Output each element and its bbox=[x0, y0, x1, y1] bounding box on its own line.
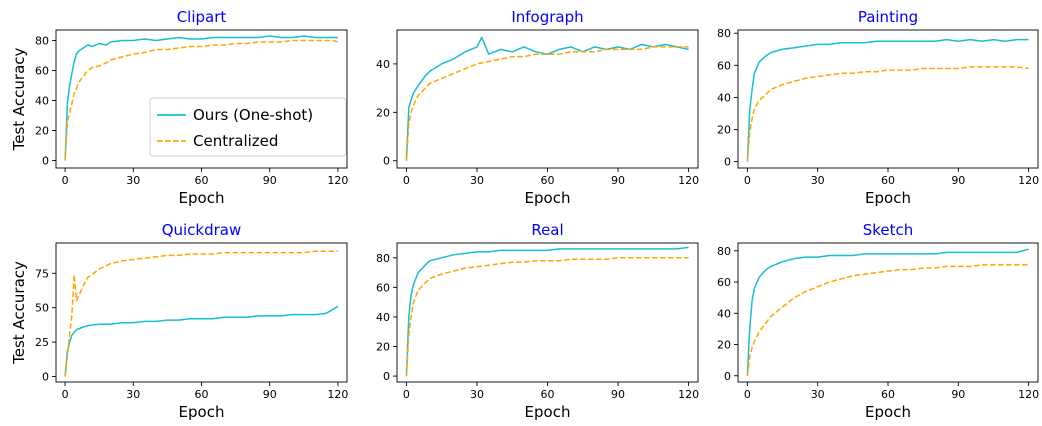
series-line-centralized bbox=[406, 258, 688, 376]
y-tick-label: 80 bbox=[376, 252, 390, 265]
x-tick-label: 60 bbox=[881, 388, 895, 401]
x-tick-label: 60 bbox=[195, 388, 209, 401]
panel-quickdraw: 0 30 60 90 120 0 25 50 75 Quickdraw Epoch Test Accu… bbox=[10, 221, 348, 421]
x-tick-label: 30 bbox=[470, 388, 484, 401]
x-tick-label: 30 bbox=[811, 388, 825, 401]
y-tick-label: 20 bbox=[717, 339, 731, 352]
x-tick-label: 120 bbox=[327, 174, 348, 187]
series-line-ours bbox=[406, 247, 688, 376]
x-axis-label: Epoch bbox=[525, 189, 571, 207]
series-line-centralized bbox=[747, 67, 1028, 162]
x-tick-label: 90 bbox=[951, 388, 965, 401]
x-axis-label: Epoch bbox=[865, 189, 911, 207]
y-tick-label: 20 bbox=[376, 106, 390, 119]
x-axis-label: Epoch bbox=[525, 403, 571, 421]
x-tick-label: 0 bbox=[62, 388, 69, 401]
panel-real: 0 30 60 90 120 0 20 40 60 80 Real Epoch bbox=[376, 221, 699, 421]
x-tick-label: 0 bbox=[403, 174, 410, 187]
series-line-centralized bbox=[747, 265, 1028, 376]
x-tick-label: 30 bbox=[811, 174, 825, 187]
series-line-ours bbox=[747, 249, 1028, 376]
x-axis-label: Epoch bbox=[179, 189, 225, 207]
panel-infograph: 0 30 60 90 120 0 20 40 Infograph Epoch bbox=[376, 8, 699, 207]
legend: Ours (One-shot) Centralized bbox=[150, 98, 346, 156]
legend-label-ours: Ours (One-shot) bbox=[193, 106, 313, 124]
x-tick-label: 120 bbox=[1018, 174, 1039, 187]
y-tick-label: 20 bbox=[376, 341, 390, 354]
y-tick-label: 0 bbox=[383, 155, 390, 168]
x-tick-label: 0 bbox=[403, 388, 410, 401]
y-axis-label: Test Accuracy bbox=[10, 261, 28, 365]
series-line-ours bbox=[406, 37, 688, 160]
y-tick-label: 0 bbox=[42, 370, 49, 383]
chart-title: Clipart bbox=[177, 8, 227, 26]
chart-title: Quickdraw bbox=[162, 221, 242, 239]
y-tick-label: 60 bbox=[717, 276, 731, 289]
y-tick-label: 20 bbox=[717, 123, 731, 136]
axes-frame bbox=[397, 30, 698, 168]
x-tick-label: 120 bbox=[678, 174, 699, 187]
panel-sketch: 0 30 60 90 120 0 20 40 60 80 Sketch Epoch bbox=[717, 221, 1039, 421]
y-tick-label: 75 bbox=[35, 267, 49, 280]
axes-frame bbox=[738, 30, 1038, 168]
y-axis-label: Test Accuracy bbox=[10, 47, 28, 151]
x-tick-label: 60 bbox=[195, 174, 209, 187]
y-tick-label: 0 bbox=[724, 156, 731, 169]
panel-clipart: 0 30 60 90 120 0 20 40 60 80 Clipart Epoch Test Accu… bbox=[10, 8, 348, 207]
y-tick-label: 60 bbox=[376, 281, 390, 294]
panel-painting: 0 30 60 90 120 0 20 40 60 80 Painting Epoch bbox=[717, 8, 1039, 207]
y-tick-label: 40 bbox=[717, 91, 731, 104]
x-tick-label: 90 bbox=[611, 388, 625, 401]
y-tick-label: 0 bbox=[724, 370, 731, 383]
y-tick-label: 0 bbox=[383, 370, 390, 383]
x-axis-label: Epoch bbox=[865, 403, 911, 421]
x-tick-label: 0 bbox=[62, 174, 69, 187]
x-tick-label: 0 bbox=[744, 174, 751, 187]
y-tick-label: 60 bbox=[35, 65, 49, 78]
y-tick-label: 40 bbox=[35, 95, 49, 108]
x-tick-label: 30 bbox=[470, 174, 484, 187]
x-tick-label: 90 bbox=[263, 388, 277, 401]
x-axis-label: Epoch bbox=[179, 403, 225, 421]
chart-title: Sketch bbox=[863, 221, 914, 239]
series-line-ours bbox=[747, 40, 1028, 162]
x-tick-label: 90 bbox=[263, 174, 277, 187]
y-tick-label: 40 bbox=[717, 307, 731, 320]
x-tick-label: 30 bbox=[126, 174, 140, 187]
x-tick-label: 30 bbox=[126, 388, 140, 401]
axes-frame bbox=[738, 243, 1038, 382]
y-tick-label: 80 bbox=[717, 27, 731, 40]
y-tick-label: 25 bbox=[35, 336, 49, 349]
y-tick-label: 50 bbox=[35, 302, 49, 315]
series-line-ours bbox=[65, 306, 338, 376]
x-tick-label: 120 bbox=[678, 388, 699, 401]
x-tick-label: 60 bbox=[541, 174, 555, 187]
x-tick-label: 120 bbox=[1018, 388, 1039, 401]
y-tick-label: 40 bbox=[376, 311, 390, 324]
y-tick-label: 0 bbox=[42, 155, 49, 168]
x-tick-label: 90 bbox=[611, 174, 625, 187]
y-tick-label: 80 bbox=[35, 35, 49, 48]
y-tick-label: 60 bbox=[717, 59, 731, 72]
x-tick-label: 120 bbox=[327, 388, 348, 401]
x-tick-label: 0 bbox=[744, 388, 751, 401]
axes-frame bbox=[56, 243, 347, 382]
series-line-centralized bbox=[406, 47, 688, 161]
x-tick-label: 60 bbox=[541, 388, 555, 401]
chart-title: Infograph bbox=[511, 8, 583, 26]
legend-label-centralized: Centralized bbox=[193, 132, 278, 150]
y-tick-label: 80 bbox=[717, 245, 731, 258]
axes-frame bbox=[397, 243, 698, 382]
y-tick-label: 20 bbox=[35, 125, 49, 138]
chart-title: Painting bbox=[858, 8, 918, 26]
y-tick-label: 40 bbox=[376, 58, 390, 71]
x-tick-label: 90 bbox=[951, 174, 965, 187]
chart-title: Real bbox=[531, 221, 563, 239]
x-tick-label: 60 bbox=[881, 174, 895, 187]
